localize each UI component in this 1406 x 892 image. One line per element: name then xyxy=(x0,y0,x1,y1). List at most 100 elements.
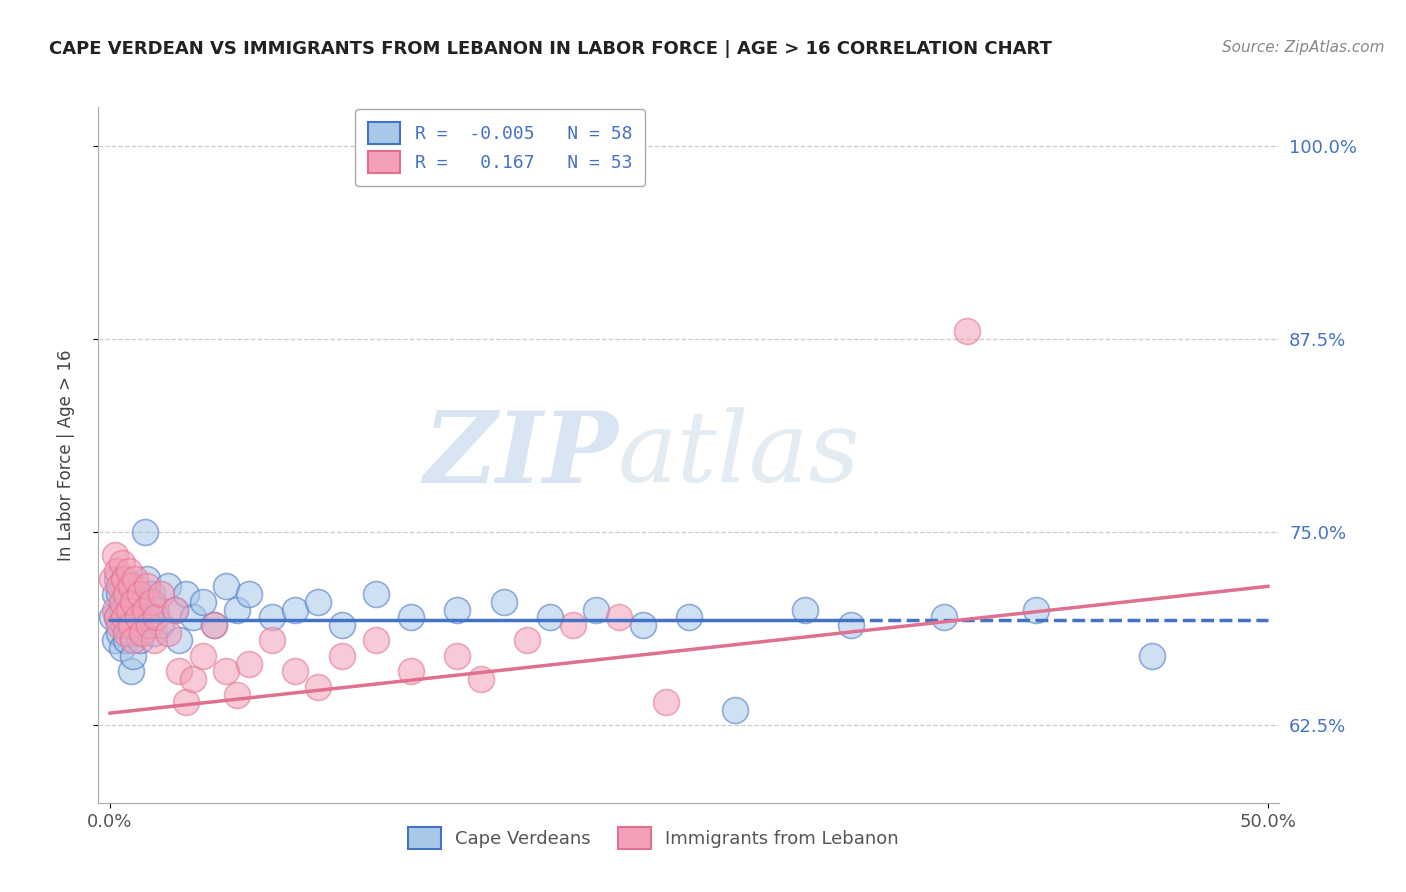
Point xyxy=(117,602,139,616)
Point xyxy=(330,648,353,663)
Point xyxy=(191,595,214,609)
Y-axis label: In Labor Force | Age > 16: In Labor Force | Age > 16 xyxy=(56,349,75,561)
Point xyxy=(134,602,156,616)
Point xyxy=(366,587,388,601)
Point xyxy=(136,572,159,586)
Point xyxy=(562,618,585,632)
Point xyxy=(202,618,225,632)
Point xyxy=(307,595,329,609)
Point xyxy=(399,665,422,679)
Point xyxy=(215,579,238,593)
Point xyxy=(202,618,225,632)
Point xyxy=(470,672,492,686)
Point xyxy=(1140,648,1163,663)
Point xyxy=(226,602,249,616)
Point xyxy=(101,610,124,624)
Point xyxy=(156,625,179,640)
Point xyxy=(284,602,307,616)
Point xyxy=(284,665,307,679)
Text: CAPE VERDEAN VS IMMIGRANTS FROM LEBANON IN LABOR FORCE | AGE > 16 CORRELATION CH: CAPE VERDEAN VS IMMIGRANTS FROM LEBANON … xyxy=(49,40,1052,58)
Text: atlas: atlas xyxy=(619,408,860,502)
Point xyxy=(105,610,128,624)
Point xyxy=(724,703,747,717)
Legend: Cape Verdeans, Immigrants from Lebanon: Cape Verdeans, Immigrants from Lebanon xyxy=(401,820,905,856)
Point xyxy=(136,579,159,593)
Point xyxy=(631,618,654,632)
Point xyxy=(120,579,142,593)
Point xyxy=(115,587,138,601)
Point xyxy=(104,633,127,648)
Point xyxy=(129,587,152,601)
Point xyxy=(104,549,127,563)
Point xyxy=(145,602,167,616)
Point xyxy=(120,625,142,640)
Point xyxy=(1025,602,1047,616)
Point xyxy=(169,633,191,648)
Point xyxy=(366,633,388,648)
Point xyxy=(446,648,468,663)
Point xyxy=(131,595,153,609)
Point xyxy=(115,625,138,640)
Point xyxy=(129,633,152,648)
Point xyxy=(105,572,128,586)
Point xyxy=(655,695,678,709)
Point xyxy=(124,572,146,586)
Point xyxy=(110,641,132,656)
Point xyxy=(105,564,128,578)
Point xyxy=(115,633,138,648)
Point xyxy=(108,587,131,601)
Point xyxy=(104,587,127,601)
Point xyxy=(238,587,260,601)
Point xyxy=(538,610,561,624)
Point xyxy=(112,572,135,586)
Point xyxy=(110,595,132,609)
Point xyxy=(191,648,214,663)
Point xyxy=(678,610,700,624)
Point xyxy=(112,618,135,632)
Point xyxy=(108,618,131,632)
Point xyxy=(492,595,515,609)
Point xyxy=(117,564,139,578)
Point xyxy=(176,695,198,709)
Point xyxy=(183,610,205,624)
Point xyxy=(839,618,862,632)
Point xyxy=(110,556,132,570)
Point xyxy=(112,610,135,624)
Point xyxy=(138,618,160,632)
Point xyxy=(262,633,284,648)
Point xyxy=(134,525,156,540)
Point xyxy=(104,602,127,616)
Point xyxy=(446,602,468,616)
Point xyxy=(956,324,979,338)
Point xyxy=(238,657,260,671)
Point xyxy=(163,602,186,616)
Point xyxy=(183,672,205,686)
Point xyxy=(143,633,166,648)
Point xyxy=(169,665,191,679)
Point xyxy=(122,633,145,648)
Point xyxy=(156,579,179,593)
Point xyxy=(108,579,131,593)
Text: ZIP: ZIP xyxy=(423,407,619,503)
Point xyxy=(399,610,422,624)
Point xyxy=(110,602,132,616)
Point xyxy=(122,648,145,663)
Point xyxy=(108,625,131,640)
Point xyxy=(131,625,153,640)
Point xyxy=(115,595,138,609)
Point xyxy=(143,625,166,640)
Point xyxy=(122,595,145,609)
Point xyxy=(226,688,249,702)
Point xyxy=(176,587,198,601)
Point xyxy=(932,610,955,624)
Point xyxy=(112,572,135,586)
Point xyxy=(149,618,172,632)
Point xyxy=(609,610,631,624)
Point xyxy=(163,602,186,616)
Point xyxy=(124,579,146,593)
Point xyxy=(117,610,139,624)
Point xyxy=(149,587,172,601)
Point xyxy=(141,587,163,601)
Point xyxy=(120,618,142,632)
Point xyxy=(516,633,538,648)
